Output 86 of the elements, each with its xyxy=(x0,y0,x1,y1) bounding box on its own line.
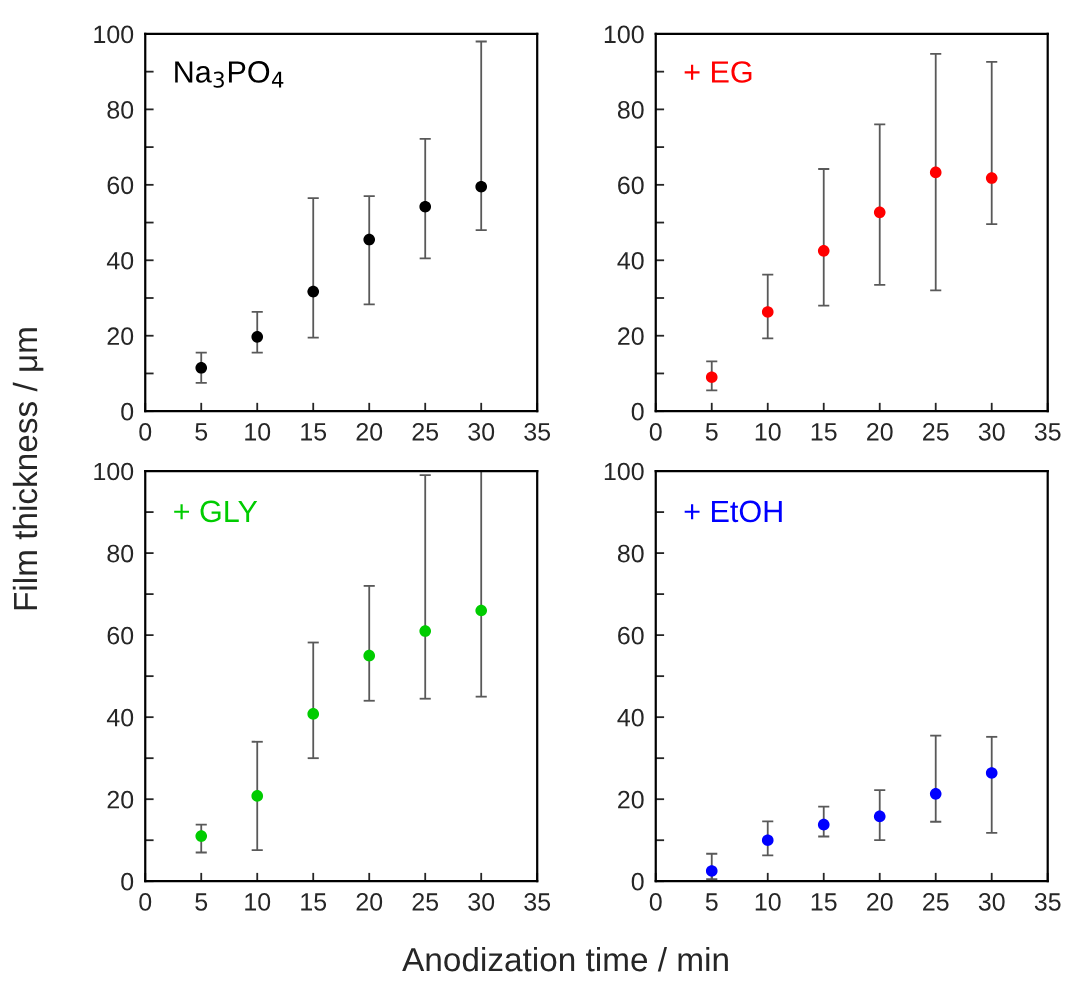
point xyxy=(705,371,718,384)
y-tick-label: 60 xyxy=(618,176,644,195)
point xyxy=(705,865,718,877)
x-tick-label: 10 xyxy=(245,893,271,911)
point xyxy=(985,172,998,184)
x-tick-label: 15 xyxy=(811,423,837,441)
point xyxy=(985,767,998,779)
y-tick-label: 80 xyxy=(107,100,134,119)
x-tick-label: 0 xyxy=(139,422,152,441)
x-tick-label: 30 xyxy=(978,422,1005,441)
y-tick-label: 0 xyxy=(121,402,134,421)
point xyxy=(419,625,432,637)
y-tick-label: 100 xyxy=(94,462,134,481)
x-tick-label: 30 xyxy=(468,422,495,441)
x-tick-label: 35 xyxy=(1034,422,1061,441)
text: + EG xyxy=(684,61,752,83)
point xyxy=(419,200,432,213)
point xyxy=(761,834,774,847)
x-tick-label: 5 xyxy=(705,893,718,911)
point xyxy=(363,649,376,662)
y-tick-label: 20 xyxy=(618,790,644,809)
y-axis-title: Film thickness / μm xyxy=(12,328,44,610)
y-tick-label: 20 xyxy=(107,327,134,346)
x-tick-label: 25 xyxy=(923,893,949,911)
y-tick-label: 40 xyxy=(106,708,134,727)
point xyxy=(873,206,886,219)
x-tick-label: 25 xyxy=(412,893,439,911)
text: Na$_{3}$PO$_{4}$ xyxy=(175,61,284,88)
x-tick-label: 5 xyxy=(195,893,208,911)
y-tick-label: 40 xyxy=(617,251,644,270)
y-tick-label: 60 xyxy=(107,176,134,195)
y-tick-label: 60 xyxy=(107,626,134,645)
y-tick-label: 0 xyxy=(631,402,644,421)
x-tick-label: 0 xyxy=(649,422,662,441)
point xyxy=(307,708,320,720)
point xyxy=(363,233,376,246)
y-tick-label: 100 xyxy=(604,25,644,44)
x-tick-label: 15 xyxy=(301,893,327,911)
point xyxy=(929,166,942,179)
x-tick-label: 0 xyxy=(139,893,152,911)
point xyxy=(873,810,886,823)
point xyxy=(195,830,208,842)
x-tick-label: 25 xyxy=(412,422,439,441)
x-tick-label: 10 xyxy=(755,422,781,441)
y-tick-label: 0 xyxy=(631,872,644,891)
point xyxy=(251,331,264,343)
x-tick-label: 20 xyxy=(356,422,383,441)
point xyxy=(817,818,830,831)
x-tick-label: 10 xyxy=(245,422,271,441)
x-tick-label: 15 xyxy=(811,893,837,911)
y-tick-label: 80 xyxy=(107,544,134,563)
y-tick-label: 40 xyxy=(617,708,644,727)
y-tick-label: 100 xyxy=(94,25,134,44)
point xyxy=(475,604,488,617)
y-tick-label: 0 xyxy=(121,872,134,891)
x-tick-label: 10 xyxy=(755,893,781,911)
x-tick-label: 5 xyxy=(705,423,718,441)
y-tick-label: 60 xyxy=(618,626,644,645)
y-tick-label: 100 xyxy=(604,462,644,481)
text: + GLY xyxy=(174,500,258,523)
point xyxy=(195,361,208,374)
x-tick-label: 20 xyxy=(867,422,893,441)
x-tick-label: 25 xyxy=(923,422,949,441)
point xyxy=(817,245,830,257)
point xyxy=(307,285,320,298)
point xyxy=(761,306,774,318)
x-tick-label: 15 xyxy=(301,423,327,441)
text: + EtOH xyxy=(684,500,782,523)
y-tick-label: 40 xyxy=(106,251,134,270)
x-tick-label: 30 xyxy=(468,893,495,911)
point xyxy=(929,788,942,800)
x-tick-label: 0 xyxy=(649,893,662,911)
x-axis-title: Anodization time / min xyxy=(402,946,728,972)
x-tick-label: 20 xyxy=(867,893,893,911)
point xyxy=(475,180,488,193)
y-tick-label: 20 xyxy=(107,790,134,809)
x-tick-label: 35 xyxy=(524,893,551,911)
x-tick-label: 5 xyxy=(195,423,208,441)
y-tick-label: 80 xyxy=(617,544,644,563)
y-tick-label: 80 xyxy=(617,100,644,119)
point xyxy=(251,790,264,802)
x-tick-label: 20 xyxy=(356,893,383,911)
y-tick-label: 20 xyxy=(618,327,644,346)
x-tick-label: 30 xyxy=(978,893,1005,911)
x-tick-label: 35 xyxy=(524,422,551,441)
x-tick-label: 35 xyxy=(1034,893,1061,911)
